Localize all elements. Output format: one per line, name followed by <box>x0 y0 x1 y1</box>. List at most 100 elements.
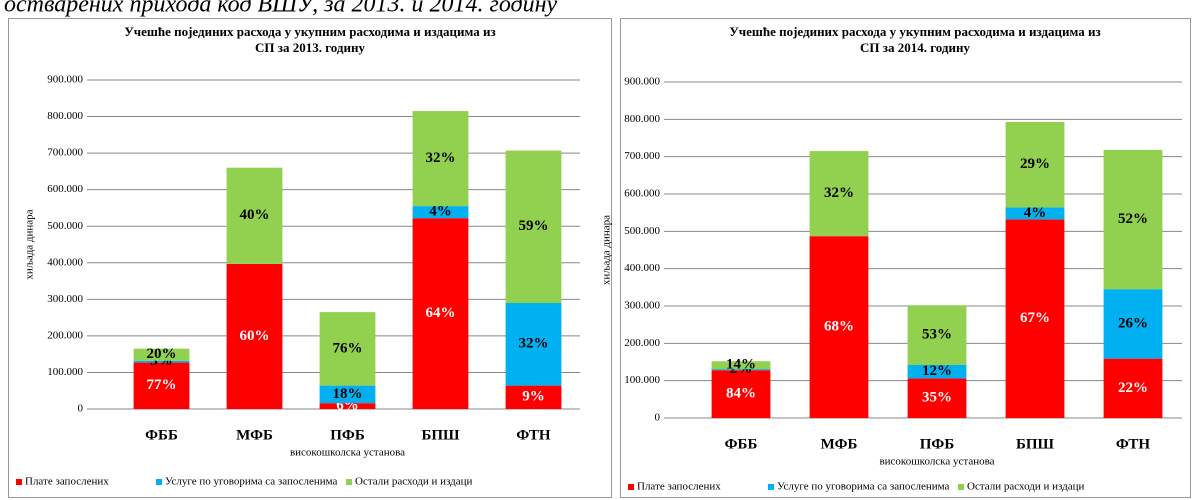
bar-segment <box>1103 358 1163 418</box>
bar-segment <box>1005 121 1065 208</box>
y-tick-label: 800.000 <box>47 110 83 122</box>
legend-label: Плате запослених <box>637 481 721 493</box>
data-label: 9% <box>522 389 545 405</box>
legend-label: Остали расходи и издаци <box>355 476 473 488</box>
y-tick-label: 0 <box>78 403 84 415</box>
x-tick-label: ПФБ <box>330 427 365 443</box>
data-label: 12% <box>922 363 952 379</box>
x-tick-label: ФТН <box>1116 436 1151 452</box>
bar-segment <box>319 312 376 386</box>
bar-segment <box>412 111 469 207</box>
bar-segment <box>809 151 869 237</box>
data-label: 67% <box>1020 310 1050 326</box>
legend-label: Услуге по уговорима са запосленима <box>165 476 338 488</box>
bar-segment <box>226 263 283 409</box>
legend-swatch <box>156 479 162 485</box>
bar-segment <box>505 385 562 409</box>
data-label: 76% <box>333 340 363 356</box>
x-tick-label: БПШ <box>421 427 460 443</box>
bar-segment <box>907 364 967 379</box>
x-axis-label: високошколска установа <box>879 456 994 468</box>
bar-segment <box>505 302 562 386</box>
data-label: 4% <box>1024 205 1047 221</box>
data-label: 64% <box>426 305 456 321</box>
x-tick-label: ФББ <box>145 427 178 443</box>
y-tick-label: 100.000 <box>624 374 660 386</box>
data-label: 40% <box>240 207 270 223</box>
bar-segment <box>319 403 376 409</box>
legend-swatch <box>346 479 352 485</box>
y-tick-label: 700.000 <box>47 147 83 159</box>
data-label: 4% <box>429 204 452 220</box>
legend-label: Остали расходи и издаци <box>967 481 1085 493</box>
bar-segment <box>1005 207 1065 220</box>
bar-segment <box>133 362 190 409</box>
bar-segment <box>226 167 283 264</box>
y-tick-label: 500.000 <box>47 220 83 232</box>
y-tick-label: 500.000 <box>624 225 660 237</box>
data-label: 32% <box>824 185 854 201</box>
chart-title: Учешће појединих расхода у укупним расхо… <box>124 24 496 39</box>
y-axis-label: хиљада динара <box>24 209 36 279</box>
bar-segment <box>809 236 869 418</box>
bar-segment <box>907 305 967 365</box>
bar-segment <box>907 378 967 418</box>
data-label: 77% <box>147 377 177 393</box>
x-tick-label: ФББ <box>725 436 758 452</box>
bar-segment <box>133 348 190 361</box>
x-tick-label: БПШ <box>1016 436 1055 452</box>
data-label: 53% <box>922 327 952 343</box>
y-tick-label: 200.000 <box>47 329 83 341</box>
chart-title: Учешће појединих расхода у укупним расхо… <box>729 24 1101 39</box>
data-label: 14% <box>726 357 756 373</box>
y-tick-label: 200.000 <box>624 337 660 349</box>
y-tick-label: 700.000 <box>624 150 660 162</box>
legend-swatch <box>628 484 634 490</box>
bar-segment <box>133 360 190 363</box>
bar-segment <box>319 385 376 404</box>
x-tick-label: ФТН <box>516 427 551 443</box>
y-tick-label: 600.000 <box>624 188 660 200</box>
data-label: 60% <box>240 328 270 344</box>
y-axis-label: хиљада динара <box>601 215 613 285</box>
bar-segment <box>711 361 771 370</box>
y-tick-label: 800.000 <box>624 113 660 125</box>
bar-segment <box>1103 149 1163 290</box>
y-tick-label: 400.000 <box>47 256 83 268</box>
data-label: 52% <box>1118 211 1148 227</box>
x-axis-label: високошколска установа <box>290 447 405 459</box>
data-label: 32% <box>519 336 549 352</box>
bar-segment <box>1005 219 1065 418</box>
y-tick-label: 600.000 <box>47 183 83 195</box>
legend-swatch <box>768 484 774 490</box>
bar-segment <box>711 369 771 371</box>
y-tick-label: 0 <box>655 412 661 424</box>
data-label: 59% <box>519 218 549 234</box>
y-tick-label: 900.000 <box>47 74 83 86</box>
chart-title: СП за 2013. годину <box>255 40 365 55</box>
bar-segment <box>412 218 469 409</box>
data-label: 22% <box>1118 380 1148 396</box>
data-label: 20% <box>147 346 177 362</box>
legend-label: Услуге по уговорима са запосленима <box>777 481 950 493</box>
data-label: 18% <box>333 386 363 402</box>
legend-swatch <box>16 479 22 485</box>
data-label: 26% <box>1118 315 1148 331</box>
y-tick-label: 300.000 <box>47 293 83 305</box>
y-tick-label: 100.000 <box>47 366 83 378</box>
data-label: 68% <box>824 319 854 335</box>
data-label: 84% <box>726 386 756 402</box>
data-label: 29% <box>1020 156 1050 172</box>
chart-title: СП за 2014. годину <box>860 40 970 55</box>
bar-segment <box>1103 289 1163 359</box>
legend-label: Плате запослених <box>25 476 109 488</box>
data-label: 35% <box>922 390 952 406</box>
x-tick-label: МФБ <box>236 427 273 443</box>
legend-swatch <box>958 484 964 490</box>
caption: остварених прихода код ВШУ, за 2013. и 2… <box>4 0 558 18</box>
bar-segment <box>505 150 562 303</box>
y-tick-label: 400.000 <box>624 262 660 274</box>
x-tick-label: МФБ <box>821 436 858 452</box>
data-label: 32% <box>426 150 456 166</box>
